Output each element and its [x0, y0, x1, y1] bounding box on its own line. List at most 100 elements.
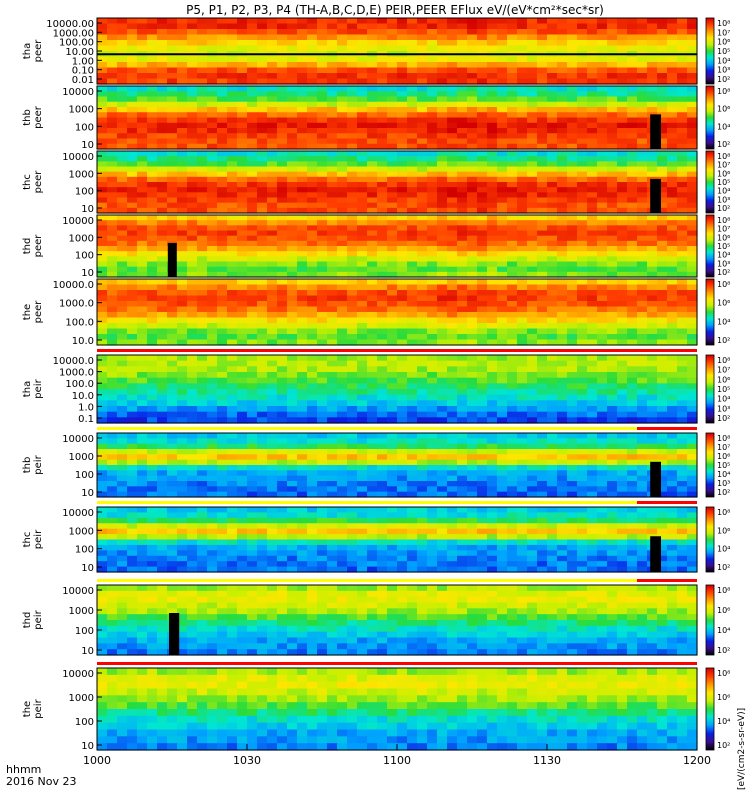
spectrogram-cell: [367, 215, 378, 221]
spectrogram-cell: [597, 40, 608, 47]
spectrogram-cell: [487, 317, 498, 324]
spectrogram-cell: [607, 383, 618, 390]
figure-title: P5, P1, P2, P3, P4 (TH-A,B,C,D,E) PEIR,P…: [186, 3, 604, 17]
spectrogram-cell: [637, 197, 648, 204]
y-tick-label: 100: [75, 251, 94, 262]
spectrogram-cell: [557, 117, 568, 124]
spectrogram-cell: [207, 176, 218, 183]
spectrogram-cell: [157, 215, 168, 221]
spectrogram-cell: [267, 182, 278, 188]
spectrogram-cell: [527, 143, 538, 150]
spectrogram-cell: [557, 295, 568, 302]
spectrogram-cell: [457, 197, 468, 204]
spectrogram-cell: [457, 187, 468, 193]
spectrogram-cell: [317, 128, 328, 134]
spectrogram-cell: [657, 470, 668, 477]
spectrogram-cell: [197, 328, 208, 335]
spectrogram-cell: [647, 240, 658, 247]
spectrogram-cell: [667, 96, 678, 103]
spectrogram-cell: [297, 389, 308, 396]
spectrogram-cell: [327, 328, 338, 335]
spectrogram-cell: [387, 366, 398, 373]
spectrogram-cell: [317, 202, 328, 209]
spectrogram-cell: [227, 360, 238, 367]
spectrogram-cell: [247, 96, 258, 103]
spectrogram-cell: [417, 56, 428, 63]
spectrogram-cell: [227, 128, 238, 134]
spectrogram-cell: [467, 271, 478, 278]
spectrogram-cell: [547, 400, 558, 407]
spectrogram-cell: [237, 101, 248, 108]
spectrogram-cell: [597, 454, 608, 461]
spectrogram-cell: [207, 417, 218, 424]
spectrogram-cell: [317, 143, 328, 150]
spectrogram-cell: [127, 112, 138, 119]
spectrogram-cell: [347, 240, 358, 247]
spectrogram-cell: [427, 235, 438, 242]
spectrogram-cell: [107, 56, 118, 63]
spectrogram-cell: [687, 246, 698, 252]
spectrogram-cell: [597, 475, 608, 482]
spectrogram-cell: [407, 107, 418, 113]
spectrogram-cell: [437, 360, 448, 367]
spectrogram-cell: [267, 18, 278, 25]
spectrogram-cell: [637, 284, 648, 291]
spectrogram-cell: [397, 433, 408, 439]
spectrogram-cell: [197, 394, 208, 401]
spectrogram-cell: [467, 151, 478, 157]
spectrogram-cell: [497, 377, 508, 384]
spectrogram-cell: [527, 355, 538, 362]
spectrogram-cell: [207, 101, 218, 108]
spectrogram-cell: [447, 454, 458, 461]
spectrogram-cell: [127, 128, 138, 134]
spectrogram-cell: [347, 465, 358, 471]
colorbar: [705, 354, 715, 424]
spectrogram-cell: [687, 176, 698, 183]
spectrogram-cell: [147, 284, 158, 291]
spectrogram-cell: [117, 29, 128, 36]
spectrogram-cell: [247, 360, 258, 367]
spectrogram-cell: [597, 91, 608, 98]
spectrogram-cell: [187, 306, 198, 313]
spectrogram-cell: [567, 138, 578, 145]
spectrogram-cell: [247, 78, 258, 85]
spectrogram-cell: [317, 23, 328, 30]
spectrogram-cell: [367, 122, 378, 129]
spectrogram-cell: [507, 433, 518, 439]
spectrogram-cell: [177, 18, 188, 25]
spectrogram-cell: [547, 161, 558, 168]
spectrogram-cell: [577, 366, 588, 373]
spectrogram-cell: [517, 389, 528, 396]
spectrogram-cell: [437, 230, 448, 237]
spectrogram-cell: [597, 187, 608, 193]
spectrogram-cell: [687, 86, 698, 92]
spectrogram-cell: [587, 328, 598, 335]
spectrogram-cell: [127, 279, 138, 286]
spectrogram-cell: [437, 166, 448, 173]
spectrogram-cell: [597, 197, 608, 204]
spectrogram-cell: [687, 215, 698, 221]
spectrogram-cell: [177, 101, 188, 108]
spectrogram-cell: [607, 411, 618, 418]
spectrogram-cell: [237, 454, 248, 461]
spectrogram-cell: [267, 40, 278, 47]
spectrogram-cell: [237, 449, 248, 455]
spectrogram-cells: [97, 18, 698, 85]
spectrogram-cell: [507, 323, 518, 330]
spectrogram-cell: [117, 433, 128, 439]
spectrogram-cell: [397, 295, 408, 302]
spectrogram-cell: [257, 377, 268, 384]
spectrogram-cell: [597, 360, 608, 367]
spectrogram-cell: [417, 202, 428, 209]
spectrogram-cell: [597, 235, 608, 242]
spectrogram-cell: [217, 34, 228, 41]
spectrogram-cell: [127, 56, 138, 63]
spectrogram-cell: [547, 29, 558, 36]
spectrogram-cell: [457, 306, 468, 313]
spectrogram-cell: [257, 117, 268, 124]
spectrogram-cell: [627, 443, 638, 450]
spectrogram-cell: [217, 161, 228, 168]
spectrogram-cell: [367, 433, 378, 439]
spectrogram-cell: [137, 339, 148, 346]
spectrogram-cell: [627, 107, 638, 113]
